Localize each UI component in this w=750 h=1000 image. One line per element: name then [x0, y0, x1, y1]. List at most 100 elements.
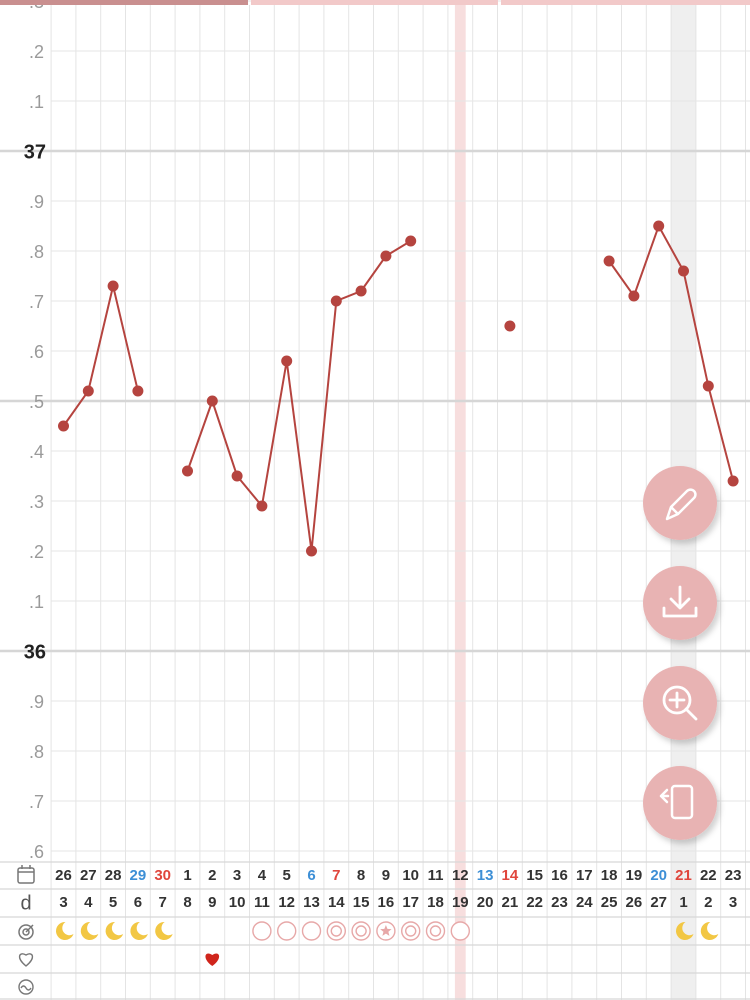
- temperature-point: [182, 465, 193, 477]
- y-tick-label: .9: [29, 692, 44, 712]
- cycle-day-label: 24: [576, 894, 593, 911]
- moon-symbol: [676, 921, 694, 940]
- heart-row-icon: [18, 953, 34, 967]
- cycle-day-label: 2: [704, 894, 712, 911]
- date-label: 10: [402, 867, 419, 884]
- fertility-icon: [18, 924, 34, 940]
- mood-icon: [18, 979, 34, 995]
- cycle-day-label: 8: [183, 894, 191, 911]
- y-tick-label: .5: [29, 392, 44, 412]
- y-tick-label: .3: [29, 492, 44, 512]
- temperature-line: [62, 285, 139, 427]
- date-label: 7: [332, 867, 340, 884]
- cycle-day-label: 17: [402, 894, 419, 911]
- cervical-symbol: [351, 921, 371, 941]
- temperature-point: [628, 290, 640, 302]
- y-tick-label: .8: [29, 742, 44, 762]
- cycle-day-label: 27: [650, 894, 667, 911]
- y-tick-label: .9: [29, 192, 44, 212]
- temperature-point: [678, 265, 689, 277]
- y-tick-label: .6: [29, 842, 44, 862]
- moon-symbol: [80, 921, 99, 940]
- moon-symbol: [105, 921, 124, 940]
- y-tick-label: .2: [29, 42, 44, 62]
- cycle-day-label: 18: [427, 894, 444, 911]
- date-label: 9: [382, 867, 390, 884]
- cycle-day-label: 4: [84, 894, 93, 911]
- cycle-day-label: 1: [679, 894, 687, 911]
- date-label: 3: [233, 867, 241, 884]
- cycle-day-label: 12: [278, 894, 295, 911]
- zoom-button[interactable]: [643, 666, 717, 740]
- date-label: 28: [105, 867, 122, 884]
- cycle-day-label: 7: [159, 894, 167, 911]
- cycle-day-label: 25: [601, 894, 618, 911]
- rotate-button[interactable]: [643, 766, 717, 840]
- cervical-symbol: [277, 921, 297, 941]
- date-label: 22: [700, 867, 717, 884]
- cycle-day-label: 3: [729, 894, 737, 911]
- temperature-point: [330, 295, 342, 307]
- calendar-icon: [17, 865, 35, 884]
- heart-symbol: [205, 953, 220, 966]
- y-tick-label: .7: [29, 292, 44, 312]
- moon-symbol: [700, 921, 719, 940]
- date-label: 17: [576, 867, 593, 884]
- date-label: 11: [428, 867, 444, 884]
- temperature-point: [82, 385, 94, 397]
- temperature-point: [405, 235, 417, 247]
- date-label: 29: [130, 867, 147, 884]
- cycle-day-label: 20: [477, 894, 494, 911]
- moon-symbol: [130, 921, 148, 940]
- download-button[interactable]: [643, 566, 717, 640]
- cycle-day-label: 22: [526, 894, 543, 911]
- date-label: 13: [477, 867, 494, 884]
- moon-symbol: [155, 921, 173, 940]
- date-label: 14: [502, 867, 519, 884]
- cycle-day-label: 19: [452, 894, 469, 911]
- y-tick-label: .7: [29, 792, 44, 812]
- cycle-row-label: d: [20, 892, 31, 914]
- date-label: 15: [526, 867, 543, 884]
- cycle-day-label: 14: [328, 894, 345, 911]
- temperature-point: [132, 385, 144, 397]
- cervical-symbol: [301, 921, 322, 941]
- cervical-inner: [330, 925, 342, 937]
- cervical-symbol: [450, 921, 470, 941]
- cervical-star: [380, 925, 392, 936]
- cycle-day-label: 11: [254, 894, 270, 911]
- cervical-inner: [355, 925, 367, 937]
- y-tick-label: .6: [29, 342, 44, 362]
- cycle-day-label: 13: [303, 894, 320, 911]
- date-label: 16: [551, 867, 568, 884]
- date-label: 27: [80, 867, 97, 884]
- temperature-line: [608, 223, 735, 482]
- temperature-point: [702, 380, 714, 392]
- edit-button[interactable]: [643, 466, 717, 540]
- progress-segment: [501, 0, 750, 5]
- cycle-day-label: 21: [502, 894, 519, 911]
- date-label: 18: [601, 867, 618, 884]
- temperature-point: [504, 320, 516, 332]
- progress-segment: [251, 0, 498, 5]
- y-tick-label: .1: [29, 92, 44, 112]
- cervical-symbol: [252, 921, 272, 941]
- date-label: 1: [183, 867, 191, 884]
- date-label: 30: [154, 867, 171, 884]
- cycle-day-label: 9: [208, 894, 216, 911]
- y-tick-label: .8: [29, 242, 44, 262]
- date-label: 5: [283, 867, 291, 884]
- date-label: 19: [626, 867, 643, 884]
- temperature-point: [206, 395, 218, 407]
- selected-column: [454, 5, 466, 1000]
- temperature-point: [603, 255, 615, 267]
- date-label: 6: [307, 867, 315, 884]
- date-label: 21: [675, 867, 692, 884]
- cycle-day-label: 15: [353, 894, 370, 911]
- y-tick-label: 37: [24, 141, 46, 163]
- cycle-day-label: 26: [626, 894, 643, 911]
- temperature-line: [186, 240, 412, 552]
- date-label: 4: [258, 867, 267, 884]
- date-label: 8: [357, 867, 365, 884]
